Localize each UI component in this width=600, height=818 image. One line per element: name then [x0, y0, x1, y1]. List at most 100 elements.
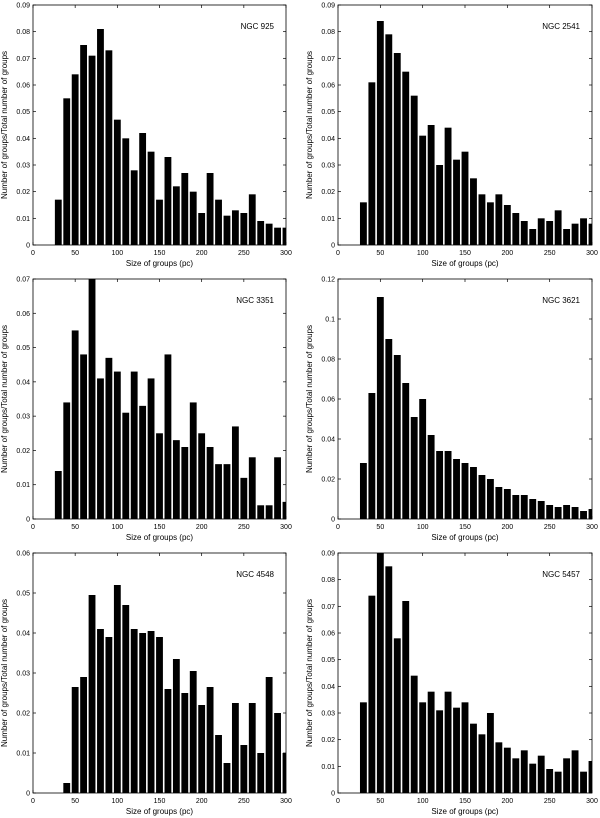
bar	[282, 227, 286, 245]
x-tick-label: 300	[280, 524, 292, 531]
x-axis-label: Size of groups (pc)	[431, 807, 498, 816]
galaxy-name: NGC 3621	[542, 296, 580, 305]
x-tick-label: 0	[31, 524, 35, 531]
bar	[554, 771, 562, 793]
bar	[444, 451, 452, 519]
y-tick-label: 0.03	[321, 163, 335, 170]
y-tick-label: 0.06	[321, 83, 335, 90]
bar	[113, 371, 121, 519]
bar	[546, 221, 554, 245]
y-tick-label: 0.04	[321, 437, 335, 444]
galaxy-name: NGC 5457	[542, 570, 580, 579]
y-axis-label: Number of groups/Total number of groups	[0, 51, 9, 199]
bar	[368, 82, 376, 245]
bar	[80, 677, 88, 793]
x-tick-label: 150	[154, 798, 166, 805]
x-tick-label: 250	[238, 524, 250, 531]
bar	[198, 433, 206, 519]
bar	[181, 693, 189, 793]
bar	[122, 605, 130, 793]
bar	[231, 210, 239, 245]
bar	[393, 638, 401, 793]
x-axis-label: Size of groups (pc)	[126, 259, 193, 268]
bar	[97, 629, 104, 793]
bar	[470, 723, 477, 793]
bar	[265, 505, 273, 519]
bar	[189, 191, 197, 245]
bar	[231, 703, 239, 793]
bar	[427, 691, 435, 793]
bar	[588, 223, 592, 245]
bar	[147, 631, 155, 793]
x-tick-label: 150	[459, 524, 471, 531]
bar	[402, 71, 410, 245]
y-tick-label: 0.09	[321, 551, 335, 558]
bar	[105, 357, 113, 519]
bar	[198, 213, 206, 245]
bar	[54, 471, 62, 519]
bar	[495, 194, 503, 245]
y-tick-label: 0.04	[16, 379, 30, 386]
bar	[588, 509, 592, 519]
bar	[164, 689, 172, 793]
bar	[113, 585, 121, 793]
x-tick-label: 150	[154, 524, 166, 531]
bar	[80, 45, 88, 245]
y-tick-label: 0.04	[321, 136, 335, 143]
chart-panel-5: 0 50 100 150 200 250 300 0 0.01 0.02 0.03 0.04 0.05 0…	[0, 551, 292, 817]
y-tick-label: 0	[331, 791, 335, 798]
y-tick-label: 0.07	[321, 604, 335, 611]
bar	[563, 758, 571, 793]
y-tick-label: 0.01	[16, 751, 30, 758]
y-tick-label: 0.07	[16, 277, 30, 284]
y-tick-label: 0.03	[321, 711, 335, 718]
bar	[520, 750, 528, 793]
bar	[385, 34, 393, 245]
bar	[503, 489, 511, 519]
x-axis-label: Size of groups (pc)	[431, 533, 498, 542]
bar	[453, 459, 460, 519]
x-tick-label: 300	[586, 524, 598, 531]
bar	[172, 440, 180, 519]
galaxy-name: NGC 4548	[236, 570, 274, 579]
x-tick-label: 200	[501, 250, 513, 257]
bar	[223, 763, 231, 793]
x-tick-label: 50	[71, 250, 79, 257]
bar	[478, 475, 486, 519]
bar	[486, 202, 494, 245]
bar	[215, 464, 222, 519]
x-tick-label: 300	[586, 250, 598, 257]
y-tick-label: 0.01	[321, 216, 335, 223]
bar	[257, 505, 265, 519]
y-tick-label: 0	[26, 243, 30, 250]
bar	[156, 433, 163, 519]
bar	[206, 447, 214, 519]
galaxy-name: NGC 2541	[542, 22, 580, 31]
galaxy-name: NGC 3351	[236, 296, 274, 305]
bar	[164, 354, 172, 519]
bar	[368, 595, 376, 793]
y-axis-label: Number of groups/Total number of groups	[305, 599, 314, 747]
bar	[156, 199, 163, 245]
x-axis-label: Size of groups (pc)	[126, 533, 193, 542]
bar	[164, 157, 172, 245]
bar	[130, 371, 138, 519]
bar	[436, 451, 444, 519]
bar	[520, 495, 528, 519]
y-tick-label: 0	[331, 243, 335, 250]
x-tick-label: 200	[501, 524, 513, 531]
x-tick-label: 250	[238, 250, 250, 257]
y-axis-label: Number of groups/Total number of groups	[0, 599, 9, 747]
bar	[172, 186, 180, 245]
bar	[198, 705, 206, 793]
bar	[376, 297, 384, 519]
x-tick-label: 0	[336, 798, 340, 805]
y-tick-label: 0.08	[321, 29, 335, 36]
bar	[410, 675, 418, 793]
bar	[240, 213, 248, 245]
bar	[223, 215, 231, 245]
x-tick-label: 50	[376, 798, 384, 805]
bar	[512, 213, 520, 245]
bar	[97, 29, 104, 245]
bar-series	[54, 279, 286, 519]
